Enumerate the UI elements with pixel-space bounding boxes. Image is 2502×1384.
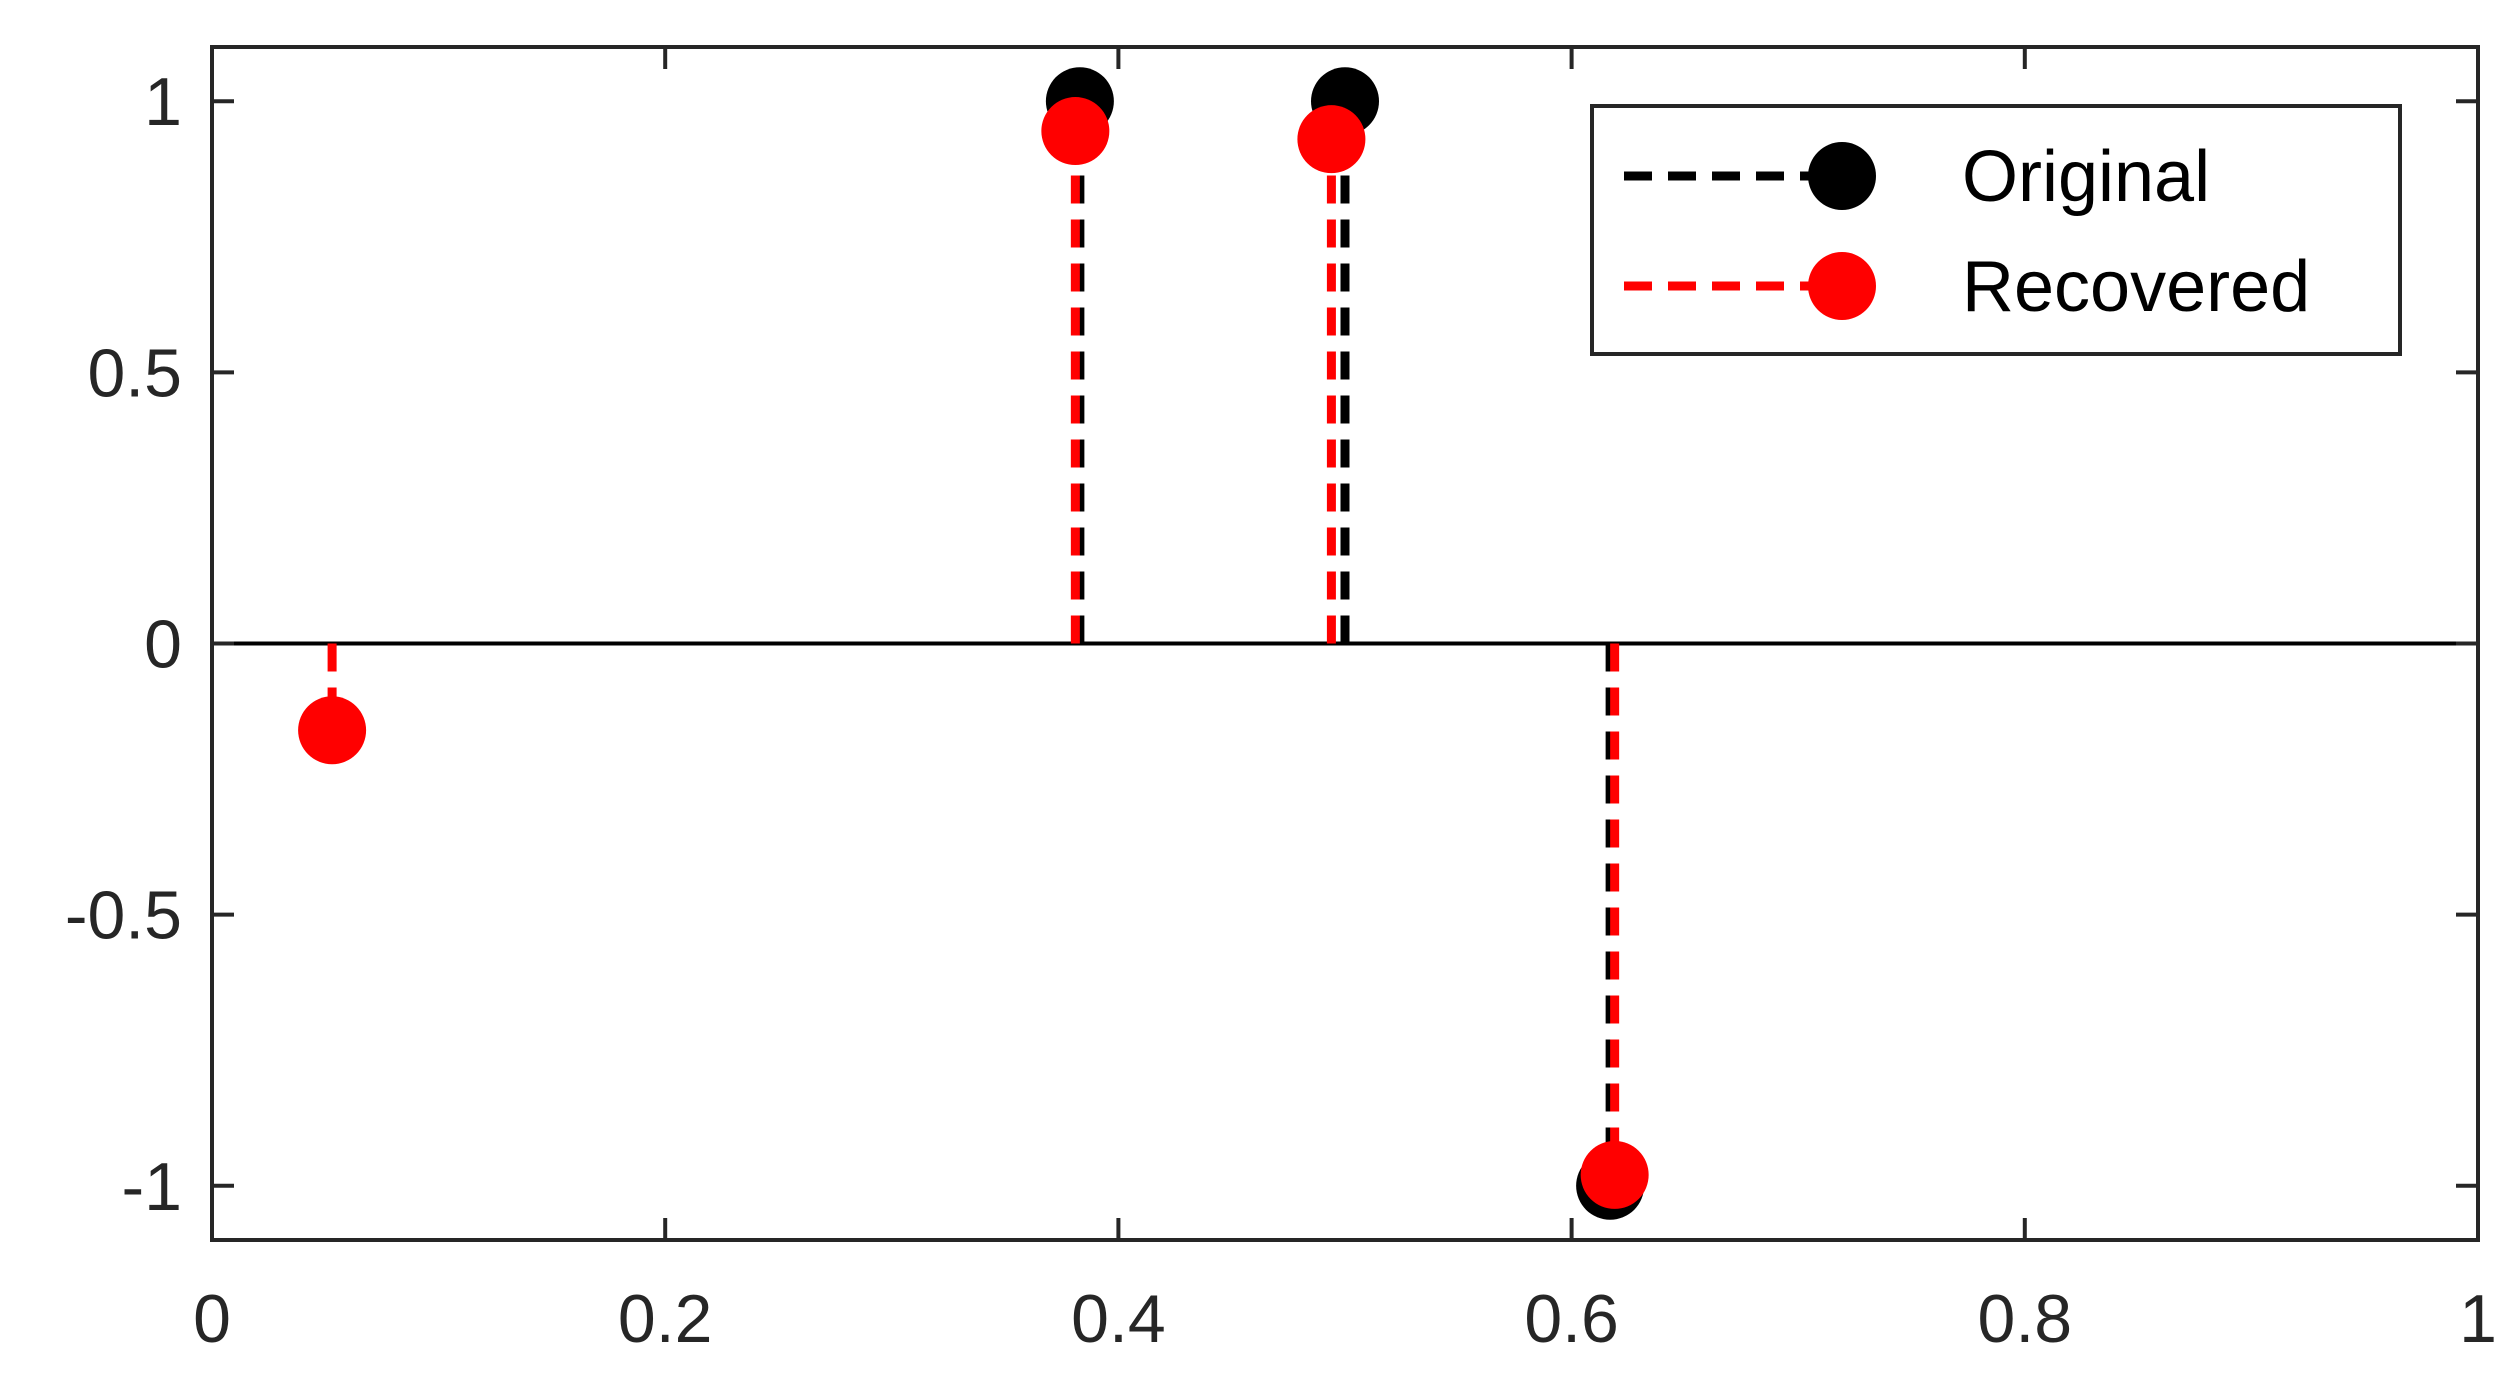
y-tick-label: -1 [122,1149,182,1225]
x-tick-label: 1 [2459,1281,2497,1357]
y-tick-label: 0 [144,607,182,683]
x-tick-label: 0.4 [1071,1281,1166,1357]
recovered-stem-marker [1580,1140,1649,1209]
x-tick-label: 0.6 [1524,1281,1619,1357]
recovered-legend-label: Recovered [1962,247,2310,327]
recovered-stem-marker [298,696,367,765]
y-tick-label: -0.5 [65,878,182,954]
recovered-stem-marker [1041,97,1110,166]
x-tick-label: 0 [193,1281,231,1357]
x-tick-label: 0.8 [1978,1281,2073,1357]
recovered-stem-marker [1297,105,1366,174]
x-tick-label: 0.2 [618,1281,713,1357]
y-tick-label: 1 [144,64,182,140]
legend-box [1590,104,2402,356]
original-legend-marker [1808,142,1876,210]
original-legend-label: Original [1962,137,2210,217]
recovered-legend-marker [1808,252,1876,320]
y-tick-label: 0.5 [87,335,182,411]
